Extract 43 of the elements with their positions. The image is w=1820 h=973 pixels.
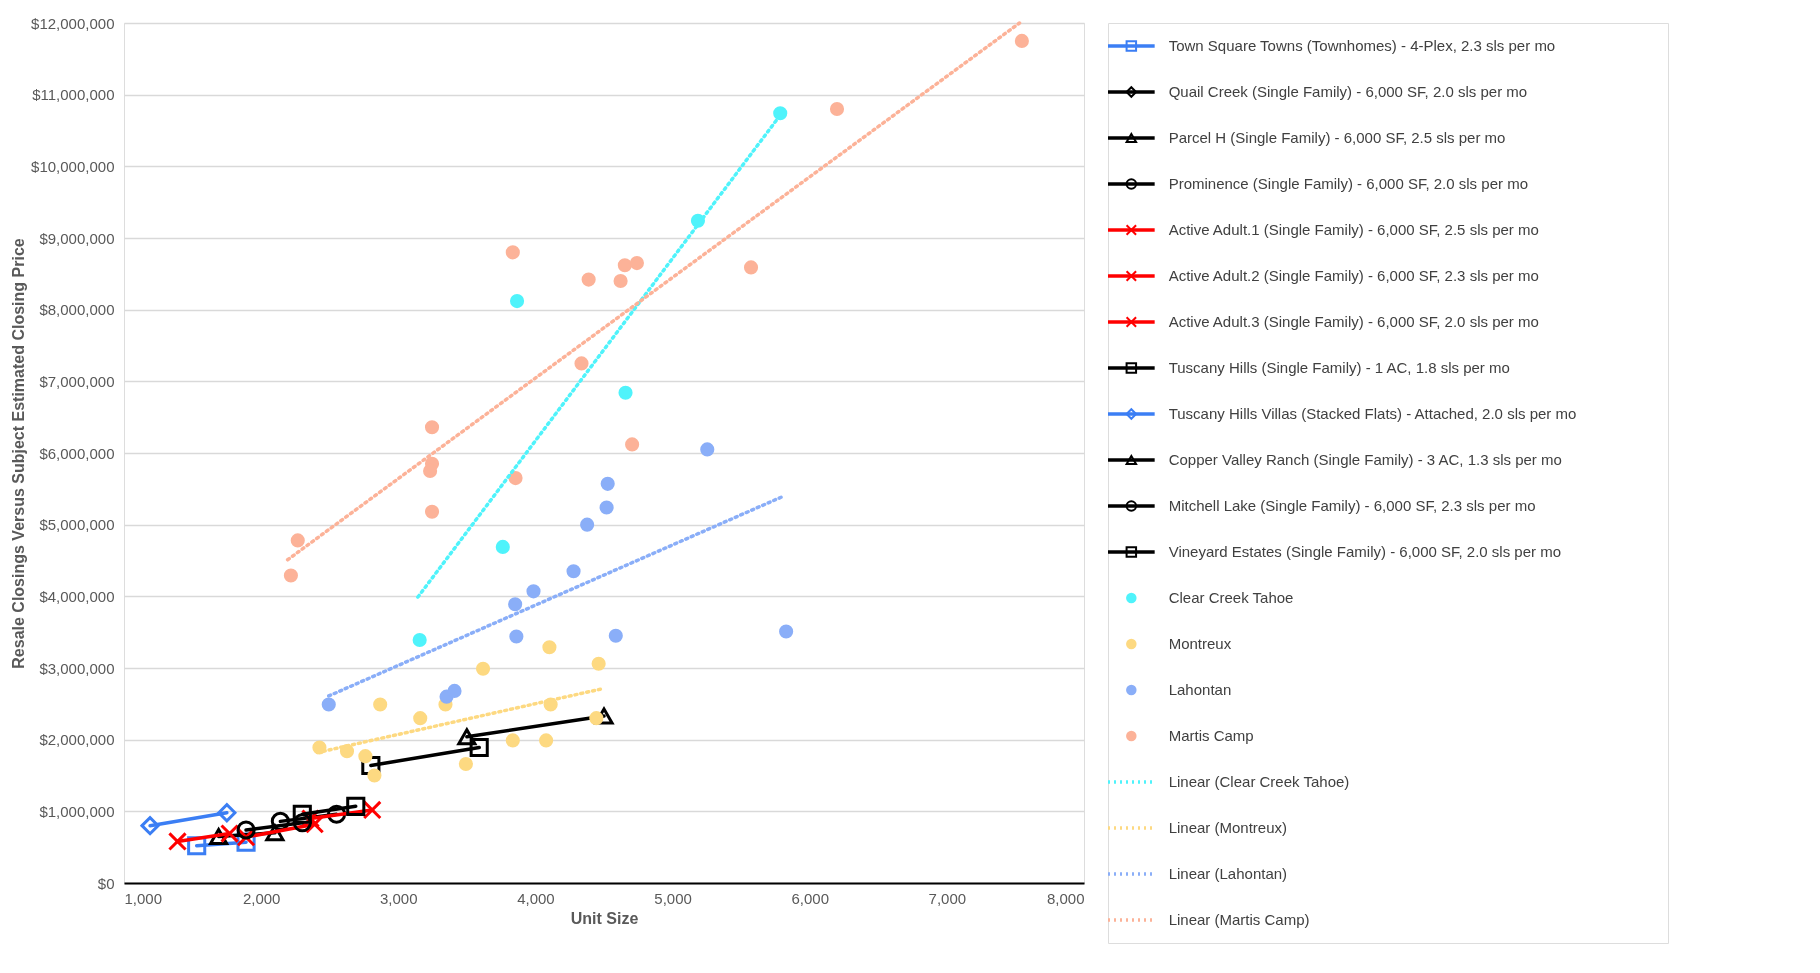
legend-label: Linear (Clear Creek Tahoe) (1168, 773, 1350, 790)
legend-label: Active Adult.2 (Single Family) - 6,000 SF, 2.3 sls per mo (1168, 267, 1539, 284)
legend-label: Mitchell Lake (Single Family) - 6,000 SF, 2.3 sls per mo (1168, 497, 1536, 514)
y-tick-label: $9,000,000 (39, 229, 115, 247)
y-tick-label: $2,000,000 (39, 731, 115, 749)
y-tick-label: $10,000,000 (31, 157, 115, 175)
legend-label: Montreux (1168, 635, 1232, 652)
y-tick-label: $8,000,000 (39, 301, 115, 319)
y-tick-label: $12,000,000 (31, 14, 115, 32)
x-tick-label: 2,000 (242, 889, 281, 907)
x-tick-label: 6,000 (791, 889, 829, 907)
legend-label: Lahontan (1168, 681, 1232, 698)
x-tick-label: 7,000 (928, 889, 967, 907)
legend-label: Linear (Montreux) (1168, 819, 1288, 836)
y-tick-label: $3,000,000 (39, 659, 115, 677)
legend-label: Town Square Towns (Townhomes) - 4-Plex, 2.3 sls per mo (1168, 37, 1556, 54)
y-tick-label: $6,000,000 (39, 444, 115, 462)
legend-label: Vineyard Estates (Single Family) - 6,000 SF, 2.0 sls per mo (1168, 543, 1562, 560)
legend-label: Tuscany Hills (Single Family) - 1 AC, 1.8 sls per mo (1168, 359, 1510, 376)
legend-label: Active Adult.3 (Single Family) - 6,000 SF, 2.0 sls per mo (1168, 313, 1539, 330)
legend-label: Prominence (Single Family) - 6,000 SF, 2.0 sls per mo (1168, 175, 1528, 192)
y-tick-label: $11,000,000 (32, 86, 115, 104)
y-tick-label: $5,000,000 (39, 516, 115, 534)
y-axis-title: Resale Closings Versus Subject Estimated Closing Price (10, 238, 28, 669)
legend-label: Quail Creek (Single Family) - 6,000 SF, 2.0 sls per mo (1168, 83, 1528, 100)
legend-label: Clear Creek Tahoe (1168, 589, 1294, 606)
legend-label: Linear (Martis Camp) (1168, 911, 1310, 928)
x-axis-title: Unit Size (570, 909, 639, 927)
x-tick-label: 3,000 (380, 889, 418, 907)
y-tick-label: $4,000,000 (39, 587, 115, 605)
legend-label: Linear (Lahontan) (1168, 865, 1288, 882)
legend-label: Martis Camp (1168, 727, 1254, 744)
x-tick-label: 8,000 (1046, 889, 1085, 907)
y-tick-label: $7,000,000 (39, 372, 115, 390)
legend-label: Tuscany Hills Villas (Stacked Flats) - Attached, 2.0 sls per mo (1168, 405, 1577, 422)
x-tick-label: 1,000 (124, 889, 163, 907)
x-tick-label: 4,000 (517, 889, 555, 907)
y-tick-label: $0 (97, 874, 115, 892)
legend-label: Copper Valley Ranch (Single Family) - 3 AC, 1.3 sls per mo (1168, 451, 1562, 468)
x-tick-label: 5,000 (654, 889, 692, 907)
legend-label: Parcel H (Single Family) - 6,000 SF, 2.5 sls per mo (1168, 129, 1506, 146)
y-tick-label: $1,000,000 (39, 802, 115, 820)
legend-label: Active Adult.1 (Single Family) - 6,000 SF, 2.5 sls per mo (1168, 221, 1539, 238)
